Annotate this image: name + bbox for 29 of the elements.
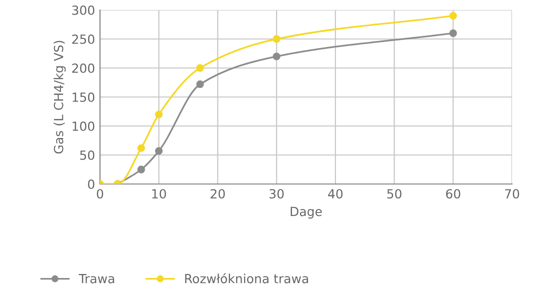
y-tick-label: 300 [72, 5, 94, 15]
y-tick-label: 100 [72, 121, 94, 131]
y-tick-label: 50 [80, 150, 94, 160]
y-tick-label: 150 [72, 92, 94, 102]
point [137, 166, 146, 174]
x-tick-label: 70 [505, 189, 520, 199]
x-tick-label: 40 [328, 189, 343, 199]
point [272, 52, 280, 60]
y-tick-label: 0 [88, 179, 94, 189]
point [449, 12, 457, 20]
x-tick-label: 10 [152, 189, 166, 199]
legend-label: Trawa [78, 274, 114, 284]
point [196, 80, 204, 88]
point [155, 147, 163, 155]
y-tick-label: 200 [72, 63, 94, 73]
point [137, 144, 146, 152]
x-tick-label: 60 [446, 189, 460, 199]
point [272, 35, 280, 43]
y-axis-title: Gas (L CH4/kg VS) [54, 40, 66, 154]
x-tick-label: 0 [96, 189, 104, 199]
x-tick-label: 20 [210, 189, 225, 199]
legend-label: Rozwłókniona trawa [185, 273, 308, 284]
y-tick-label: 250 [72, 34, 94, 44]
x-tick-label: 50 [387, 189, 402, 199]
x-axis-title: Dage [290, 206, 322, 219]
point [155, 110, 163, 118]
point [449, 29, 457, 38]
point [196, 64, 204, 72]
x-tick-label: 30 [270, 189, 284, 199]
